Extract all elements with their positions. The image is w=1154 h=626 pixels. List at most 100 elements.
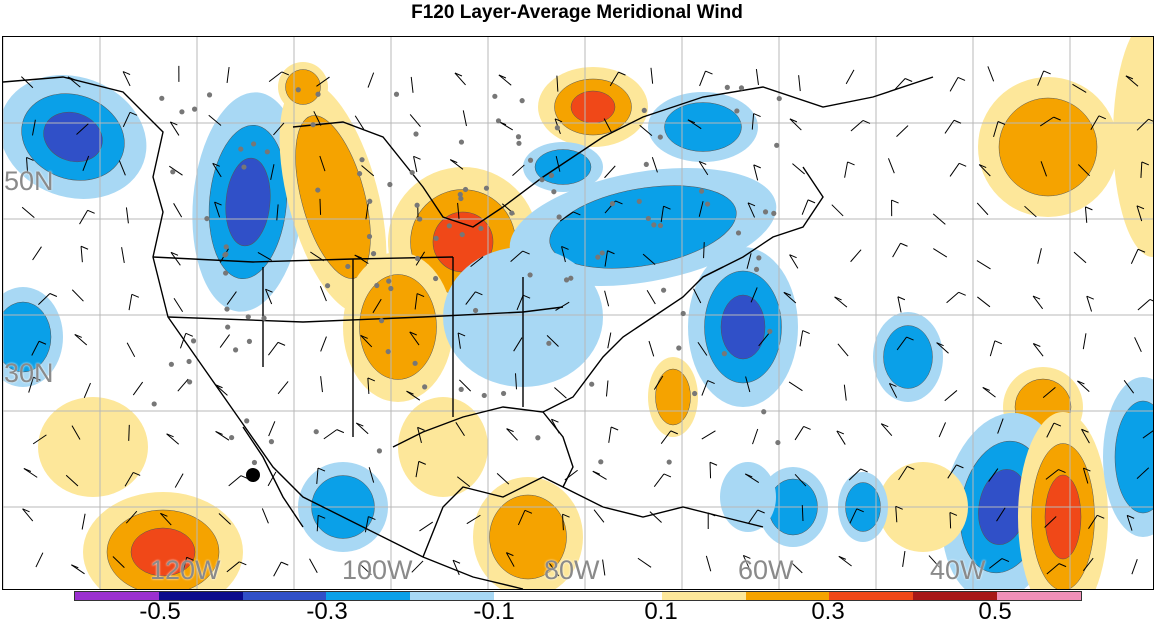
wind-barb (320, 199, 321, 215)
station-dot (658, 134, 663, 139)
station-dot (415, 203, 420, 208)
wind-barb-flag (995, 341, 1002, 344)
wind-barb (947, 292, 959, 302)
station-dot (598, 459, 603, 464)
station-dot (387, 182, 392, 187)
wind-barb (368, 73, 374, 88)
wind-barb (888, 158, 894, 173)
wind-barb (512, 165, 524, 176)
wind-barb (790, 119, 801, 130)
positive-wind-region (1113, 37, 1153, 257)
positive-wind-region (286, 70, 321, 105)
wind-barb (410, 114, 420, 126)
wind-barb (756, 69, 758, 85)
station-dot (169, 362, 174, 367)
wind-barb-flag (905, 78, 912, 81)
wind-barb (753, 429, 758, 444)
wind-barb-flag (958, 77, 965, 80)
wind-barb (754, 165, 758, 181)
station-dot (269, 439, 274, 444)
wind-barb-flag (132, 294, 139, 297)
station-dot (767, 329, 772, 334)
wind-barb (174, 298, 183, 311)
wind-barb (945, 390, 957, 400)
wind-barb (175, 474, 183, 488)
station-dot (359, 157, 364, 162)
wind-barb (412, 561, 423, 572)
wind-barb (1083, 333, 1086, 349)
wind-barb-flag (898, 297, 905, 300)
wind-barb (799, 75, 801, 91)
wind-barb (356, 423, 368, 434)
lat-label-30n: 30N (4, 358, 54, 389)
wind-barb (647, 290, 655, 304)
wind-barb (499, 75, 511, 85)
station-dot (496, 118, 501, 123)
wind-barb (1085, 207, 1086, 223)
wind-barb (321, 337, 327, 352)
station-dot (771, 211, 776, 216)
station-dot (555, 125, 560, 130)
station-dot (315, 92, 320, 97)
wind-barb (594, 510, 604, 523)
wind-barb (497, 473, 509, 484)
wind-barb-flag (1044, 71, 1051, 74)
station-dot (179, 109, 184, 114)
wind-barb (844, 385, 846, 401)
wind-barb (310, 559, 318, 573)
station-dot (595, 255, 600, 260)
station-dot (459, 139, 464, 144)
positive-wind-region (1045, 475, 1081, 559)
wind-barb (606, 381, 607, 397)
negative-wind-region (720, 462, 776, 532)
wind-barb (81, 246, 82, 262)
station-dot (535, 435, 540, 440)
wind-barb (649, 341, 654, 356)
wind-barb (988, 66, 994, 81)
station-dot (207, 92, 212, 97)
wind-barb (898, 297, 901, 313)
station-dot (754, 267, 759, 272)
station-dot (345, 264, 350, 269)
station-dot (191, 338, 196, 343)
station-dot (460, 232, 465, 237)
wind-barb-flag (901, 243, 908, 246)
wind-barb (835, 297, 847, 307)
station-dot (651, 222, 656, 227)
wind-barb (638, 558, 651, 567)
negative-wind-region (665, 103, 742, 152)
wind-barb (605, 291, 609, 306)
negative-wind-region (884, 326, 933, 389)
station-dot (539, 177, 544, 182)
station-dot (501, 391, 506, 396)
wind-barb (802, 200, 808, 215)
station-dot (458, 192, 463, 197)
wind-barb-flag (808, 200, 815, 203)
station-dot (557, 214, 562, 219)
wind-field-shading (3, 37, 1153, 589)
station-dot (676, 345, 681, 350)
station-dot (224, 244, 229, 249)
station-dot (413, 361, 418, 366)
wind-barb (75, 334, 87, 345)
positive-wind-region (398, 397, 488, 497)
wind-barb (414, 156, 417, 172)
station-dot (367, 199, 372, 204)
station-dot (261, 316, 266, 321)
station-dot (223, 270, 228, 275)
wind-barb (651, 68, 653, 84)
station-dot (736, 230, 741, 235)
wind-barb (603, 560, 605, 576)
wind-barb (1038, 248, 1042, 264)
wind-barb (851, 250, 861, 262)
station-dot (774, 143, 779, 148)
wind-barb (950, 163, 959, 176)
station-dot (699, 189, 704, 194)
station-dot (705, 201, 710, 206)
wind-barb-flag (664, 474, 671, 477)
station-dot (520, 98, 525, 103)
positive-wind-region (999, 98, 1097, 196)
wind-barb (605, 166, 616, 178)
station-dot (187, 379, 192, 384)
lon-label-40w: 40W (930, 555, 986, 586)
